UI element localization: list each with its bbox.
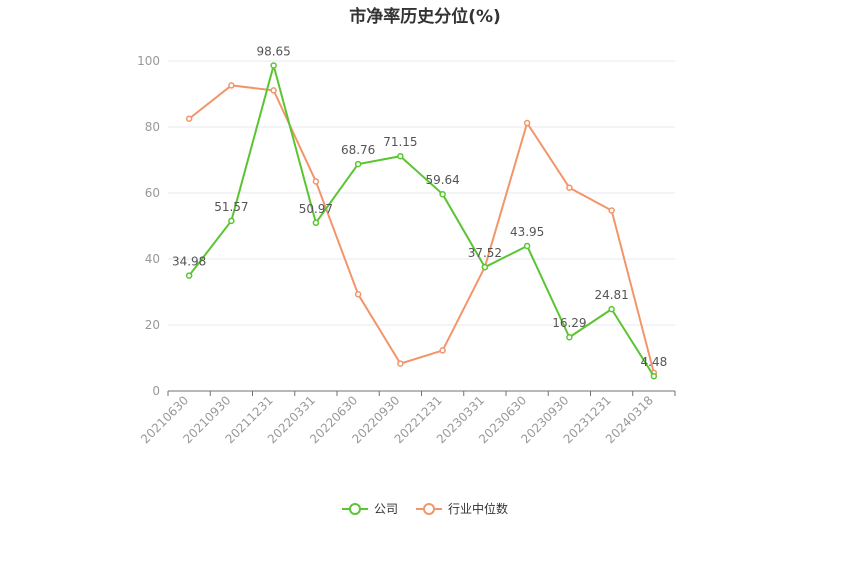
grid-lines xyxy=(168,60,675,326)
legend-item-industry-median[interactable]: 行业中位数 xyxy=(416,500,508,517)
data-point xyxy=(566,333,573,341)
legend-swatch-company xyxy=(341,502,368,515)
y-tick-label: 40 xyxy=(145,252,160,266)
y-tick-label: 80 xyxy=(145,120,160,134)
x-axis: 2021063020210930202112312022033120220630… xyxy=(138,390,676,446)
data-point xyxy=(312,178,320,185)
data-point xyxy=(650,372,658,380)
legend-swatch-industry-median xyxy=(416,502,442,515)
data-point xyxy=(228,217,235,225)
data-label: 4.48 xyxy=(641,355,668,369)
data-label: 59.64 xyxy=(425,173,459,187)
data-label: 34.98 xyxy=(172,255,206,269)
data-point xyxy=(566,184,573,191)
y-tick-label: 20 xyxy=(145,318,160,332)
data-point xyxy=(523,242,531,250)
data-label: 24.81 xyxy=(594,288,628,302)
data-point xyxy=(354,160,362,168)
data-point xyxy=(185,115,193,122)
data-labels: 34.98 51.57 98.65 50.97 68.76 71.15 59.64 37.52… xyxy=(172,44,667,369)
legend: 公司 行业中位数 xyxy=(0,500,850,517)
data-label: 71.15 xyxy=(383,135,417,149)
y-tick-label: 60 xyxy=(145,186,160,200)
series-layer xyxy=(185,62,658,380)
legend-item-company[interactable]: 公司 xyxy=(341,500,398,517)
y-tick-label: 0 xyxy=(152,384,160,398)
series-line xyxy=(188,64,655,377)
data-label: 37.52 xyxy=(468,246,502,260)
data-label: 51.57 xyxy=(214,200,248,214)
data-point xyxy=(481,263,489,271)
data-point xyxy=(439,347,446,354)
data-label: 50.97 xyxy=(299,202,333,216)
y-axis: 0 20 40 60 80 100 xyxy=(137,54,160,398)
data-point xyxy=(228,82,235,89)
data-label: 16.29 xyxy=(552,316,586,330)
data-point xyxy=(270,62,277,69)
chart-title: 市净率历史分位(%) xyxy=(349,7,501,27)
data-label: 98.65 xyxy=(256,44,290,58)
legend-label-industry-median: 行业中位数 xyxy=(448,502,509,516)
data-point xyxy=(185,272,193,279)
data-point xyxy=(397,152,404,160)
data-label: 43.95 xyxy=(510,225,544,239)
data-point xyxy=(312,219,320,227)
data-label: 68.76 xyxy=(341,143,375,157)
data-point xyxy=(270,87,277,94)
legend-label-company: 公司 xyxy=(373,502,398,516)
y-tick-label: 100 xyxy=(137,54,160,68)
data-point xyxy=(397,360,404,367)
data-point xyxy=(608,305,615,313)
data-point xyxy=(354,291,362,298)
data-point xyxy=(608,207,615,214)
data-point xyxy=(523,119,531,127)
data-point xyxy=(439,190,446,198)
